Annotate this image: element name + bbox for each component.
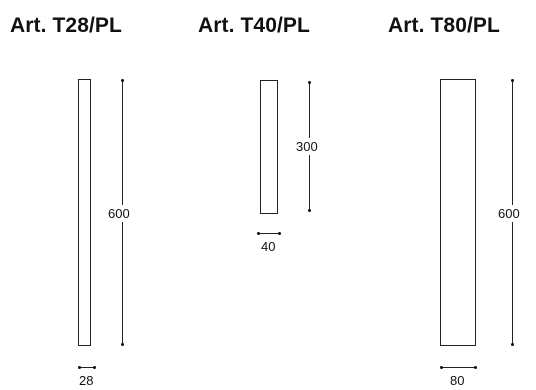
t40-width-dimension-line [258, 233, 280, 234]
t80-height-dimension-end-top [511, 79, 514, 82]
t28-width-label: 28 [79, 373, 94, 388]
t80-height-label: 600 [498, 205, 520, 222]
t40-height-dimension-end-bottom [308, 209, 311, 212]
t40-width-dimension-end-right [278, 232, 281, 235]
t28-height-label: 600 [108, 205, 130, 222]
t80-width-dimension-end-left [440, 366, 443, 369]
t80-width-label: 80 [450, 373, 465, 388]
t28-width-dimension-end-right [93, 366, 96, 369]
t28-width-dimension-line [79, 367, 95, 368]
t28-outline [78, 79, 91, 346]
t40-width-label: 40 [261, 239, 276, 254]
t40-width-dimension-end-left [257, 232, 260, 235]
t28-height-dimension-end-bottom [121, 343, 124, 346]
t40-height-dimension-end-top [308, 81, 311, 84]
t80-width-dimension-end-right [474, 366, 477, 369]
t80-width-dimension-line [441, 367, 476, 368]
title-t80: Art. T80/PL [388, 14, 500, 37]
title-t28: Art. T28/PL [10, 14, 122, 37]
t80-height-dimension-end-bottom [511, 343, 514, 346]
title-t40: Art. T40/PL [198, 14, 310, 37]
t40-outline [260, 80, 278, 214]
t40-height-label: 300 [296, 138, 318, 155]
t28-height-dimension-end-top [121, 79, 124, 82]
t28-width-dimension-end-left [78, 366, 81, 369]
t80-outline [440, 79, 476, 346]
